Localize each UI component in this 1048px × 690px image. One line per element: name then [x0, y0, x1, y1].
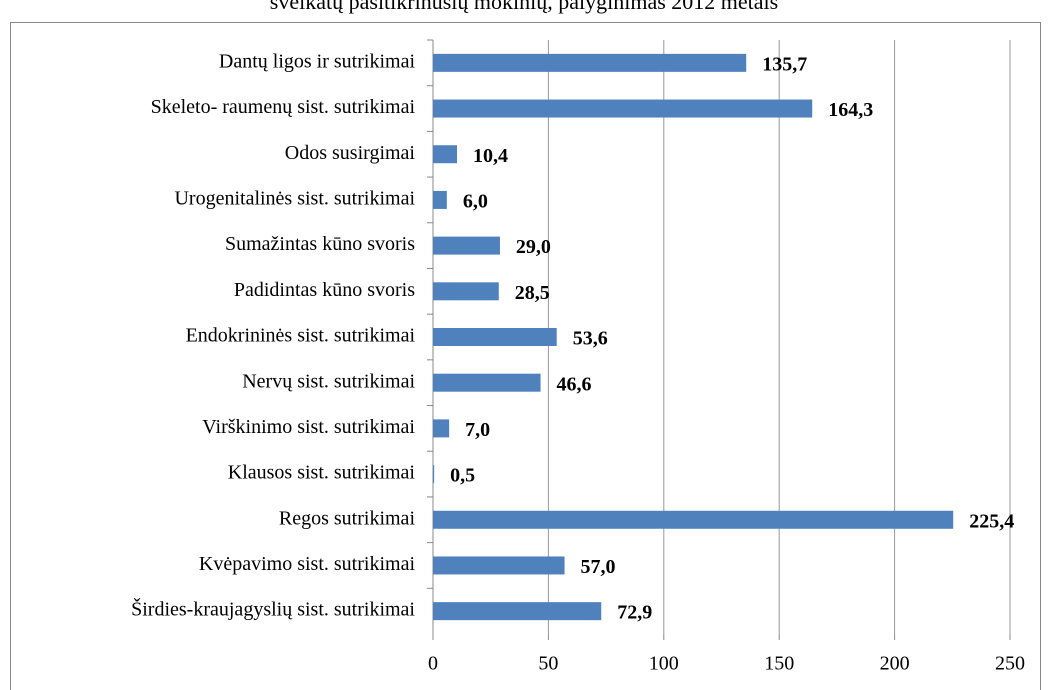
- data-label: 57,0: [581, 556, 616, 578]
- x-tick-label: 200: [880, 653, 910, 675]
- x-tick-label: 0: [428, 653, 438, 675]
- y-tick-label: Endokrininės sist. sutrikimai: [186, 325, 416, 347]
- data-label: 225,4: [969, 510, 1014, 532]
- data-label: 29,0: [516, 236, 551, 258]
- y-tick-label: Skeleto- raumenų sist. sutrikimai: [151, 96, 416, 118]
- x-tick-label: 250: [995, 653, 1025, 675]
- bar: [433, 556, 565, 575]
- bar: [433, 53, 747, 72]
- y-tick-label: Urogenitalinės sist. sutrikimai: [174, 188, 415, 210]
- bar: [433, 373, 541, 392]
- data-label: 164,3: [828, 99, 873, 121]
- x-tick-label: 50: [538, 653, 558, 675]
- y-tick-label: Padidintas kūno svoris: [234, 279, 415, 301]
- chart-frame: [10, 22, 1041, 690]
- y-tick-label: Dantų ligos ir sutrikimai: [219, 50, 416, 72]
- bar: [433, 190, 447, 209]
- y-tick-label: Kvėpavimo sist. sutrikimai: [199, 553, 416, 575]
- y-tick-label: Klausos sist. sutrikimai: [228, 462, 416, 484]
- data-label: 6,0: [463, 191, 488, 213]
- data-label: 46,6: [557, 373, 592, 395]
- y-tick-label: Odos susirgimai: [285, 142, 416, 164]
- y-tick-label: Nervų sist. sutrikimai: [242, 370, 415, 392]
- bar: [433, 465, 435, 484]
- data-label: 7,0: [465, 419, 490, 441]
- bar: [433, 419, 450, 438]
- y-tick-label: Širdies-kraujagyslių sist. sutrikimai: [131, 597, 415, 621]
- data-label: 53,6: [573, 328, 608, 350]
- y-tick-label: Virškinimo sist. sutrikimai: [202, 416, 415, 438]
- bar: [433, 510, 954, 529]
- bar: [433, 236, 500, 255]
- y-tick-label: Sumažintas kūno svoris: [225, 233, 415, 255]
- bar: [433, 602, 602, 621]
- bar: [433, 282, 499, 301]
- bar: [433, 145, 458, 164]
- chart-title: sveikatų pasitikrinusių mokinių, palygin…: [270, 0, 778, 14]
- x-tick-label: 100: [649, 653, 679, 675]
- bar: [433, 99, 813, 118]
- data-label: 28,5: [515, 282, 550, 304]
- data-label: 135,7: [762, 53, 807, 75]
- data-label: 10,4: [473, 145, 508, 167]
- y-tick-label: Regos sutrikimai: [279, 507, 416, 529]
- x-tick-label: 150: [764, 653, 794, 675]
- data-label: 72,9: [617, 602, 652, 624]
- bar: [433, 328, 557, 346]
- data-label: 0,5: [450, 465, 475, 487]
